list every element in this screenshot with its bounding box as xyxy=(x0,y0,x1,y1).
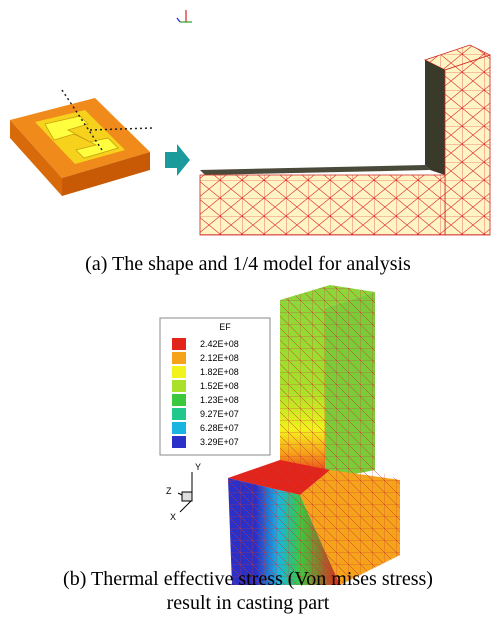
legend-swatch xyxy=(172,422,186,434)
part-shape xyxy=(10,90,152,196)
axis-triad xyxy=(178,472,192,512)
mesh-model xyxy=(200,45,490,235)
legend-swatch xyxy=(172,394,186,406)
legend-swatch xyxy=(172,380,186,392)
top-triad xyxy=(177,10,192,22)
legend-swatch xyxy=(172,366,186,378)
legend: EF 2.42E+08 2.12E+08 1.82E+08 1.52E+08 1.23E… xyxy=(160,318,270,455)
legend-swatch xyxy=(172,352,186,364)
legend-title: EF xyxy=(219,322,231,332)
caption-a: (a) The shape and 1/4 model for analysis xyxy=(85,253,411,275)
legend-label: 9.27E+07 xyxy=(200,409,239,419)
legend-label: 2.42E+08 xyxy=(200,339,239,349)
arrow xyxy=(165,144,190,176)
legend-label: 1.23E+08 xyxy=(200,395,239,405)
legend-label: 3.29E+07 xyxy=(200,437,239,447)
legend-swatch xyxy=(172,338,186,350)
axis-label-y: Y xyxy=(195,462,201,472)
legend-swatch xyxy=(172,408,186,420)
axis-label-x: X xyxy=(170,512,176,522)
legend-label: 1.52E+08 xyxy=(200,381,239,391)
legend-label: 6.28E+07 xyxy=(200,423,239,433)
page: (a) The shape and 1/4 model for analysis… xyxy=(0,0,497,618)
caption-b-line: (b) Thermal effective stress (Von mises … xyxy=(63,568,433,590)
legend-label: 2.12E+08 xyxy=(200,353,239,363)
axis-label-z: Z xyxy=(166,486,172,496)
legend-label: 1.82E+08 xyxy=(200,367,239,377)
legend-swatch xyxy=(172,436,186,448)
caption-b-line: result in casting part xyxy=(167,592,330,614)
figure: (a) The shape and 1/4 model for analysis… xyxy=(0,0,497,618)
